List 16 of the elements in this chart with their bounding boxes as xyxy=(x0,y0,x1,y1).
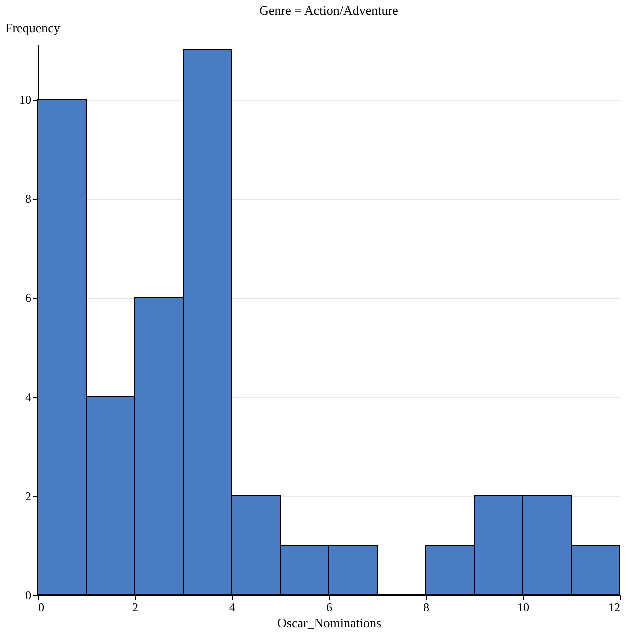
y-tick-label: 0 xyxy=(26,588,32,602)
y-axis-title: Frequency xyxy=(6,20,61,36)
x-tick-label: 8 xyxy=(424,600,430,614)
chart-title: Genre = Action/Adventure xyxy=(260,3,399,18)
x-axis-title: Oscar_Nominations xyxy=(278,616,382,630)
y-tick-label: 10 xyxy=(20,93,32,108)
x-tick-label: 6 xyxy=(326,600,332,614)
x-tick-label: 0 xyxy=(38,600,44,614)
x-tick-label: 10 xyxy=(518,600,530,614)
y-tick-label: 4 xyxy=(26,390,32,404)
x-tick-label: 2 xyxy=(132,600,138,614)
y-tick-label: 2 xyxy=(26,489,32,504)
x-tick-label: 4 xyxy=(230,600,236,614)
y-tick-label: 6 xyxy=(26,291,32,306)
y-tick-label: 8 xyxy=(26,192,32,206)
x-tick-label: 12 xyxy=(608,600,620,614)
